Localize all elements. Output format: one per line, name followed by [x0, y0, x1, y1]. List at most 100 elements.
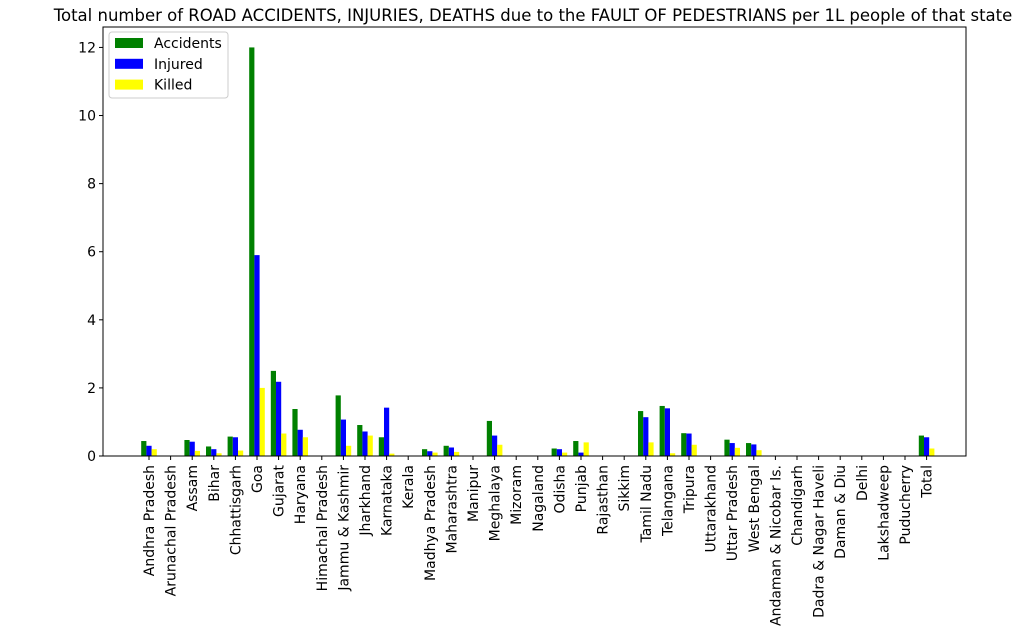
- y-tick-label: 12: [78, 40, 96, 56]
- bar-killed-telangana: [670, 453, 676, 456]
- bar-killed-assam: [194, 450, 200, 456]
- bar-injured-chhattisgarh: [232, 437, 238, 456]
- bar-killed-punjab: [583, 442, 589, 456]
- bar-killed-total: [929, 448, 935, 456]
- bar-injured-haryana: [297, 429, 303, 456]
- bar-accidents-bihar: [206, 446, 212, 456]
- legend-label-killed: Killed: [154, 78, 192, 94]
- bar-killed-uttar-pradesh: [734, 447, 740, 456]
- bar-killed-maharashtra: [454, 451, 460, 456]
- x-tick-label: Jammu & Kashmir: [336, 465, 352, 592]
- x-tick-label: Haryana: [293, 465, 309, 524]
- bar-killed-tripura: [691, 444, 697, 456]
- bar-killed-gujarat: [281, 433, 287, 456]
- bar-injured-jharkhand: [362, 431, 368, 456]
- x-tick-label: Sikkim: [617, 465, 633, 512]
- x-tick-label: Uttarakhand: [704, 465, 720, 552]
- bar-injured-karnataka: [384, 407, 390, 456]
- bar-killed-goa: [259, 387, 265, 456]
- bar-accidents-gujarat: [270, 370, 276, 456]
- bar-injured-meghalaya: [492, 435, 498, 456]
- plot-frame: [102, 26, 967, 457]
- x-tick-label: Punjab: [574, 465, 590, 512]
- bar-accidents-meghalaya: [486, 420, 492, 456]
- x-tick-label: Manipur: [466, 465, 482, 522]
- bar-injured-maharashtra: [448, 447, 454, 456]
- bar-accidents-telangana: [659, 405, 665, 456]
- bar-killed-chhattisgarh: [238, 450, 244, 456]
- x-tick-label: West Bengal: [747, 465, 763, 552]
- x-tick-label: Tripura: [682, 465, 698, 514]
- x-tick-label: Kerala: [401, 465, 417, 509]
- x-tick-label: Meghalaya: [488, 465, 504, 541]
- bar-accidents-punjab: [573, 441, 579, 456]
- bar-accidents-haryana: [292, 409, 298, 456]
- x-tick-label: Uttar Pradesh: [725, 465, 741, 561]
- bar-accidents-tripura: [681, 433, 687, 456]
- x-tick-label: Odisha: [552, 465, 568, 514]
- bar-accidents-west-bengal: [746, 443, 752, 456]
- x-tick-label: Andhra Pradesh: [142, 465, 158, 576]
- y-axis: 0 2 4 6 8 10 12: [78, 40, 103, 465]
- x-tick-label: Tamil Nadu: [639, 465, 655, 544]
- x-tick-label: Andaman & Nicobar Is.: [768, 465, 784, 626]
- bar-injured-madhya-pradesh: [427, 451, 433, 456]
- y-tick-label: 8: [87, 177, 96, 193]
- x-tick-label: Mizoram: [509, 465, 525, 525]
- bar-injured-west-bengal: [751, 444, 757, 456]
- x-tick-label: Goa: [250, 465, 266, 493]
- bar-injured-uttar-pradesh: [729, 443, 735, 456]
- x-tick-label: Karnataka: [380, 465, 396, 536]
- x-tick-label: Lakshadweep: [876, 465, 892, 561]
- bar-injured-punjab: [578, 452, 584, 456]
- bar-accidents-madhya-pradesh: [422, 449, 428, 456]
- x-axis: Andhra Pradesh Arunachal Pradesh Assam Biha…: [142, 456, 936, 626]
- bar-killed-bihar: [216, 453, 222, 456]
- legend-label-injured: Injured: [154, 57, 203, 73]
- x-tick-label: Himachal Pradesh: [315, 465, 331, 591]
- bar-killed-haryana: [302, 437, 308, 456]
- legend-swatch-killed: [115, 79, 143, 90]
- bar-killed-tamil-nadu: [648, 442, 654, 456]
- bar-accidents-maharashtra: [443, 445, 449, 456]
- x-tick-label: Telangana: [660, 465, 676, 537]
- x-tick-label: Jharkhand: [358, 465, 374, 537]
- y-tick-label: 6: [87, 245, 96, 261]
- bar-accidents-andhra-pradesh: [141, 441, 147, 456]
- bar-injured-tripura: [686, 433, 692, 456]
- bar-injured-andhra-pradesh: [146, 445, 152, 456]
- bar-accidents-jharkhand: [357, 425, 363, 456]
- bar-injured-gujarat: [276, 381, 282, 456]
- x-tick-label: Maharashtra: [444, 465, 460, 553]
- bar-injured-total: [924, 437, 930, 456]
- bar-accidents-goa: [249, 47, 255, 457]
- bar-injured-telangana: [664, 408, 670, 456]
- x-tick-label: Assam: [185, 465, 201, 511]
- bar-injured-bihar: [211, 449, 217, 456]
- y-tick-label: 0: [87, 449, 96, 465]
- x-tick-label: Chhattisgarh: [228, 465, 244, 555]
- x-tick-label: Rajasthan: [596, 465, 612, 535]
- x-tick-label: Total: [920, 465, 936, 499]
- legend-swatch-accidents: [115, 38, 143, 48]
- bar-injured-goa: [254, 255, 260, 456]
- x-tick-label: Puducherry: [898, 465, 914, 545]
- bar-killed-madhya-pradesh: [432, 452, 438, 456]
- bar-killed-odisha: [562, 452, 568, 456]
- bar-injured-odisha: [556, 449, 562, 456]
- x-tick-label: Daman & Diu: [833, 465, 849, 559]
- bar-killed-west-bengal: [756, 450, 762, 456]
- bar-accidents-karnataka: [378, 437, 384, 456]
- bar-accidents-chhattisgarh: [227, 436, 233, 456]
- bar-accidents-total: [918, 435, 924, 456]
- x-tick-label: Dadra & Nagar Haveli: [812, 465, 828, 618]
- x-tick-label: Gujarat: [272, 464, 288, 517]
- bar-killed-andhra-pradesh: [151, 449, 157, 456]
- y-tick-label: 2: [87, 381, 96, 397]
- bar-accidents-assam: [184, 440, 190, 456]
- bar-accidents-uttar-pradesh: [724, 439, 730, 456]
- bar-accidents-tamil-nadu: [638, 411, 644, 456]
- x-tick-label: Bihar: [207, 465, 223, 502]
- x-tick-label: Madhya Pradesh: [423, 465, 439, 581]
